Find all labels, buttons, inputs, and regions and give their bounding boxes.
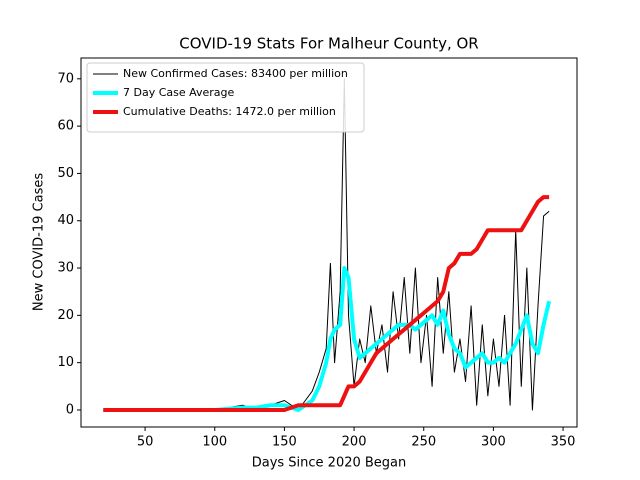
legend-label: 7 Day Case Average <box>123 86 235 99</box>
x-tick-label: 300 <box>481 435 506 450</box>
y-tick-label: 70 <box>57 71 74 86</box>
legend-box <box>86 62 365 133</box>
x-axis-label: Days Since 2020 Began <box>252 456 407 471</box>
series-line <box>103 266 552 412</box>
series-line <box>103 195 550 412</box>
y-tick-label: 10 <box>57 355 74 370</box>
x-tick-label: 50 <box>137 435 154 450</box>
y-tick-label: 20 <box>57 308 74 323</box>
y-tick-label: 0 <box>66 402 74 417</box>
y-tick-label: 50 <box>57 166 74 181</box>
y-axis-label: New COVID-19 Cases <box>32 173 47 311</box>
plot-area <box>103 78 552 412</box>
legend-label: Cumulative Deaths: 1472.0 per million <box>123 105 336 118</box>
y-tick-label: 40 <box>57 213 74 228</box>
x-tick-label: 250 <box>411 435 436 450</box>
x-tick-label: 200 <box>342 435 367 450</box>
legend-label: New Confirmed Cases: 83400 per million <box>123 67 348 80</box>
axes-frame <box>80 57 578 428</box>
y-tick-label: 30 <box>57 261 74 276</box>
chart-title: COVID-19 Stats For Malheur County, OR <box>179 35 478 53</box>
x-tick-label: 350 <box>551 435 576 450</box>
x-tick-label: 100 <box>202 435 227 450</box>
x-tick-label: 150 <box>272 435 297 450</box>
y-tick-label: 60 <box>57 119 74 134</box>
